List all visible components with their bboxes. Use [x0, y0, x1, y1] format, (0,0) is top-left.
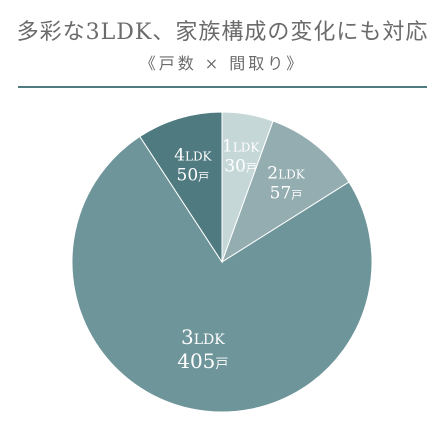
slice-value-1ldk: 30戸: [224, 157, 257, 177]
slice-value-3ldk: 405戸: [177, 349, 228, 373]
slice-value-4ldk: 50戸: [177, 165, 210, 185]
slice-label-3ldk: 3LDK: [181, 325, 225, 349]
pie-slice-4ldk: [139, 111, 223, 264]
slice-label-1ldk: 1LDK: [222, 137, 260, 157]
pie-slice-3ldk: [71, 135, 373, 413]
slice-label-4ldk: 4LDK: [174, 145, 212, 165]
title-divider: [18, 86, 427, 88]
slice-value-2ldk: 57戸: [270, 184, 303, 204]
chart-title: 多彩な3LDK、家族構成の変化にも対応: [16, 20, 429, 45]
slice-label-2ldk: 2LDK: [267, 164, 305, 184]
chart-subtitle: 《戸数 × 間取り》: [139, 54, 306, 73]
pie-slice-2ldk: [221, 120, 350, 264]
